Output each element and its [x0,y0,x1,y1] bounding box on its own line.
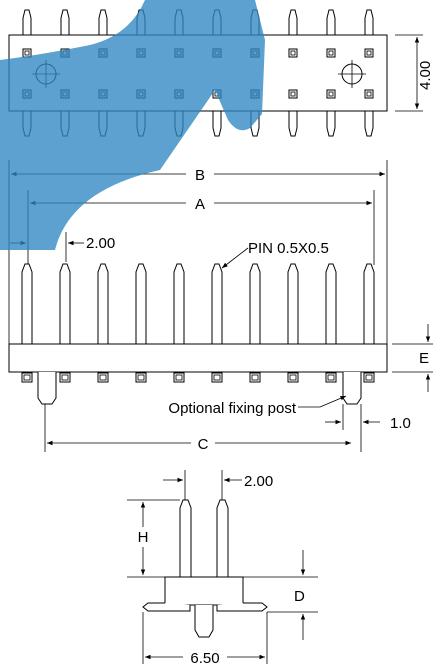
side-pin [173,263,185,344]
dim-h-label: H [138,529,149,546]
dim-e-label: E [419,350,429,367]
lower-terminal [325,372,337,383]
pin-square [288,89,298,99]
side-pin [135,263,147,344]
lower-terminal [135,372,147,383]
lower-terminal [363,372,375,383]
lower-terminal-inner [23,374,31,381]
side-pin [325,263,337,344]
end-view-pin-right [216,499,229,577]
end-view-bent-terminal-right [216,602,268,612]
dim-height-top: 4.00 [395,34,433,112]
fixing-post-label: Optional fixing post [168,400,296,417]
dim-4-00-label: 4.00 [417,61,433,90]
pin-square-inner [366,91,372,97]
dim-2-00-end-label: 2.00 [244,473,273,490]
dim-c: C [44,404,351,453]
top-pin-down [288,111,298,137]
watermark-shape [0,0,265,250]
top-pin-up [60,9,70,35]
dim-6-50-label: 6.50 [190,650,219,666]
top-pin-down [212,111,222,137]
dim-e: E [392,324,433,392]
lower-terminal-inner [99,374,107,381]
fixing-post-callout: Optional fixing post [168,395,347,417]
lower-terminal-inner [175,374,183,381]
side-pin [59,263,71,344]
pin-square-inner [290,50,296,56]
side-pin [211,263,223,344]
lower-terminal [249,372,261,383]
lower-terminal [21,372,33,383]
mounting-hole-right [338,60,366,88]
pin-square [364,89,374,99]
top-pin-up [22,9,32,35]
pin-square [288,48,298,58]
watermark-logo [0,0,265,250]
lower-terminal [97,372,109,383]
pin-square-inner [366,50,372,56]
lower-terminal [173,372,185,383]
dim-a-label: A [195,196,205,213]
pin-square [364,48,374,58]
lower-terminal-inner [213,374,221,381]
side-view-housing [8,343,388,373]
side-pin [287,263,299,344]
lower-terminal [287,372,299,383]
side-pin [249,263,261,344]
dim-a: A [27,190,375,265]
top-pin-up [98,9,108,35]
lower-terminal-inner [365,374,373,381]
top-pin-up [288,9,298,35]
pin-square-inner [328,91,334,97]
top-pin-up [326,9,336,35]
end-view-pin-left [179,499,192,577]
end-view: 2.00 H D 6.50 [127,470,318,666]
dim-2-00-side-label: 2.00 [86,235,115,252]
pin-square [326,48,336,58]
dim-c-label: C [198,436,209,453]
side-pin [363,263,375,344]
side-view-pins [21,263,375,344]
side-view-lower-terminals [21,372,375,383]
end-view-bent-terminal-left [142,602,191,612]
dim-b-label: B [195,167,205,184]
dim-post-width: 1.0 [325,404,411,452]
end-view-housing [164,576,244,606]
lower-terminal [211,372,223,383]
dim-width-end: 6.50 [142,612,268,666]
dim-pitch-end: 2.00 [163,470,273,500]
dim-h: H [127,499,180,578]
end-view-center-post [194,605,214,638]
fixing-post-left [37,372,57,405]
top-pin-up [364,9,374,35]
fixing-post-right [342,372,362,405]
side-pin [97,263,109,344]
top-pin-down [364,111,374,137]
pin-square-inner [24,50,30,56]
dim-d-label: D [294,588,305,605]
pin-note-label: PIN 0.5X0.5 [248,240,329,257]
dim-d: D [243,550,318,640]
pin-square-inner [290,91,296,97]
pin-square [326,89,336,99]
lower-terminal [59,372,71,383]
lower-terminal-inner [61,374,69,381]
lower-terminal-inner [289,374,297,381]
lower-terminal-inner [137,374,145,381]
lower-terminal-inner [327,374,335,381]
pin-callout: PIN 0.5X0.5 [221,240,329,269]
top-pin-down [326,111,336,137]
lower-terminal-inner [251,374,259,381]
dim-1-0-label: 1.0 [390,415,411,432]
side-pin [21,263,33,344]
pin-square-inner [328,50,334,56]
